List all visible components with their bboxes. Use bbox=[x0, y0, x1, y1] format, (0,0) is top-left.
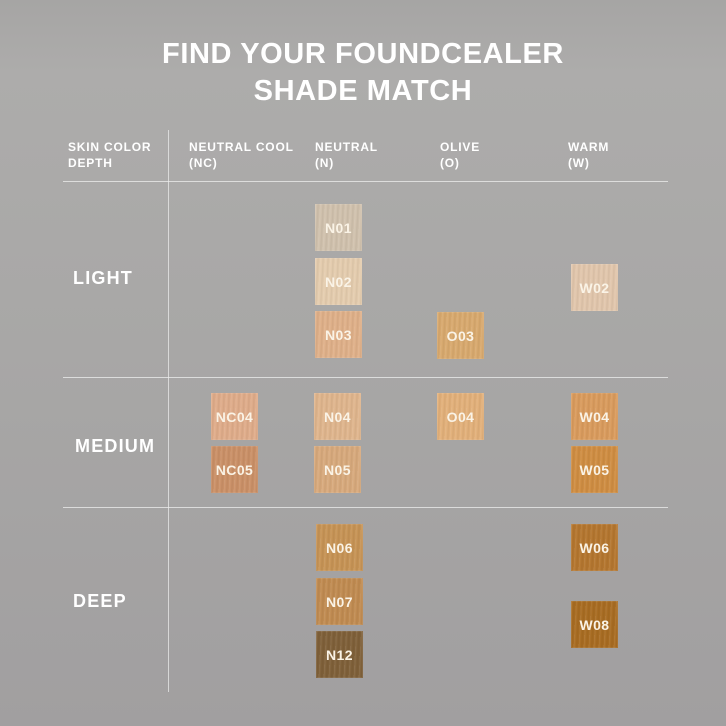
shade-swatch-label: N02 bbox=[325, 273, 352, 290]
shade-swatch-n06[interactable]: N06 bbox=[316, 524, 363, 571]
shade-swatch-w08[interactable]: W08 bbox=[571, 601, 618, 648]
page-title: FIND YOUR FOUNDCEALER SHADE MATCH bbox=[0, 36, 726, 110]
shade-swatch-nc05[interactable]: NC05 bbox=[211, 446, 258, 493]
row-header-line-1: SKIN COLOR bbox=[68, 140, 152, 154]
row-label-deep: DEEP bbox=[73, 591, 127, 611]
row-label-light: LIGHT bbox=[73, 268, 133, 288]
shade-swatch-o04[interactable]: O04 bbox=[437, 393, 484, 440]
shade-swatch-label: N05 bbox=[324, 461, 351, 478]
row-header-line-2: DEPTH bbox=[68, 155, 113, 170]
shade-swatch-label: W04 bbox=[579, 408, 610, 425]
medium-deep-divider-line bbox=[63, 507, 668, 508]
shade-swatch-w06[interactable]: W06 bbox=[571, 524, 618, 571]
shade-swatch-label: N04 bbox=[324, 408, 351, 425]
column-header-skin-color-depth: SKIN COLOR DEPTH bbox=[68, 140, 151, 171]
shade-swatch-label: N01 bbox=[325, 219, 352, 236]
shade-swatch-n03[interactable]: N03 bbox=[315, 311, 362, 358]
shade-swatch-label: NC04 bbox=[215, 408, 254, 425]
shade-swatch-w04[interactable]: W04 bbox=[571, 393, 618, 440]
column-code: (W) bbox=[568, 155, 590, 170]
column-header-olive: OLIVE (O) bbox=[440, 140, 480, 171]
shade-swatch-w05[interactable]: W05 bbox=[571, 446, 618, 493]
column-header-neutral: NEUTRAL (N) bbox=[315, 140, 378, 171]
shade-swatch-label: W08 bbox=[579, 616, 610, 633]
column-label: NEUTRAL COOL bbox=[189, 140, 294, 154]
shade-swatch-n04[interactable]: N04 bbox=[314, 393, 361, 440]
row-label-medium: MEDIUM bbox=[75, 436, 156, 456]
shade-swatch-n02[interactable]: N02 bbox=[315, 258, 362, 305]
shade-swatch-label: NC05 bbox=[215, 461, 254, 478]
column-header-warm: WARM (W) bbox=[568, 140, 609, 171]
shade-swatch-o03[interactable]: O03 bbox=[437, 312, 484, 359]
shade-swatch-w02[interactable]: W02 bbox=[571, 264, 618, 311]
title-line-1: FIND YOUR FOUNDCEALER bbox=[162, 38, 564, 70]
shade-swatch-n01[interactable]: N01 bbox=[315, 204, 362, 251]
shade-swatch-n12[interactable]: N12 bbox=[316, 631, 363, 678]
column-header-neutral-cool: NEUTRAL COOL (NC) bbox=[189, 140, 294, 171]
column-code: (O) bbox=[440, 155, 460, 170]
shade-swatch-label: N03 bbox=[325, 326, 352, 343]
column-code: (NC) bbox=[189, 155, 218, 170]
shade-swatch-label: N07 bbox=[326, 593, 353, 610]
shade-swatch-label: N12 bbox=[326, 646, 353, 663]
title-line-2: SHADE MATCH bbox=[253, 75, 473, 107]
column-label: WARM bbox=[568, 140, 610, 154]
shade-swatch-label: O03 bbox=[446, 327, 475, 344]
shade-swatch-nc04[interactable]: NC04 bbox=[211, 393, 258, 440]
shade-swatch-label: O04 bbox=[446, 408, 475, 425]
shade-swatch-label: W05 bbox=[579, 461, 610, 478]
column-label: NEUTRAL bbox=[315, 140, 378, 154]
shade-swatch-n05[interactable]: N05 bbox=[314, 446, 361, 493]
light-medium-divider-line bbox=[63, 377, 668, 378]
column-code: (N) bbox=[315, 155, 335, 170]
column-divider-line bbox=[168, 130, 169, 692]
header-divider-line bbox=[63, 181, 668, 182]
shade-swatch-label: W02 bbox=[579, 279, 610, 296]
shade-swatch-n07[interactable]: N07 bbox=[316, 578, 363, 625]
column-label: OLIVE bbox=[440, 140, 481, 154]
shade-swatch-label: N06 bbox=[326, 539, 353, 556]
shade-swatch-label: W06 bbox=[579, 539, 610, 556]
